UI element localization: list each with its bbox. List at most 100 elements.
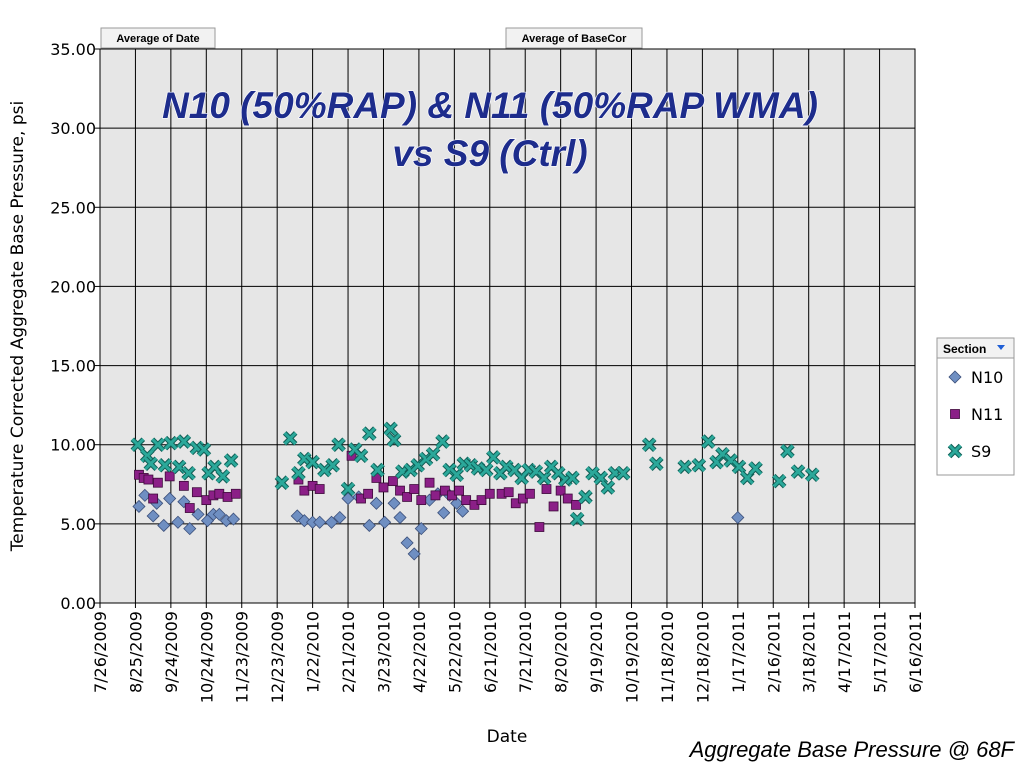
s9-point (641, 437, 657, 452)
s9-point (215, 469, 231, 484)
n10-point (146, 509, 160, 523)
n11-point (395, 485, 405, 496)
s9-point (600, 480, 616, 495)
s9-point (536, 470, 552, 486)
x-tick-label: 6/16/2011 (906, 611, 925, 693)
n10-point (387, 496, 401, 510)
s9-point (223, 453, 239, 468)
x-tick-label: 4/17/2011 (835, 611, 854, 693)
footer-caption: Aggregate Base Pressure @ 68F (688, 737, 1016, 762)
n10-point (378, 515, 392, 529)
x-tick-label: 2/16/2011 (764, 611, 783, 693)
x-tick-label: 3/18/2011 (800, 611, 819, 693)
s9-point (370, 462, 385, 478)
x-tick-label: 5/17/2011 (871, 611, 890, 693)
s9-point (425, 446, 441, 462)
s9-point (297, 451, 312, 467)
n10-point (212, 507, 226, 521)
average-of-date-button[interactable]: Average of Date (100, 27, 216, 49)
s9-legend-icon (947, 443, 963, 459)
n11-point (430, 490, 441, 501)
y-tick-label: 10.00 (50, 436, 96, 455)
s9-point (569, 511, 585, 527)
s9-point (731, 459, 747, 475)
y-axis-title: Temperature Corrected Aggregate Base Pre… (8, 101, 28, 552)
n11-point (555, 485, 566, 496)
average-of-basecor-button[interactable]: Average of BaseCor (505, 27, 643, 49)
s9-point (139, 448, 155, 464)
s9-point (790, 464, 806, 479)
x-tick-label: 12/23/2009 (268, 611, 287, 703)
s9-point (331, 437, 346, 452)
section-filter-button[interactable]: Section (936, 337, 1015, 359)
n11-point (363, 488, 374, 499)
n10-point (138, 488, 152, 502)
x-tick-label: 11/18/2010 (658, 611, 677, 703)
y-tick-label: 5.00 (60, 515, 96, 534)
x-tick-label: 12/18/2010 (693, 611, 712, 703)
n10-point (171, 515, 185, 529)
s9-point (325, 458, 340, 473)
n10-point (333, 510, 347, 525)
plot-border (99, 48, 916, 604)
s9-point (196, 442, 212, 457)
data-points (130, 421, 820, 561)
s9-point (701, 434, 716, 449)
overlay-title-line1: N10 (50%RAP) & N11 (50%RAP WMA) (162, 85, 818, 126)
x-tick-label: 11/23/2009 (233, 611, 252, 703)
s9-point (435, 434, 450, 449)
n11-point (378, 482, 389, 493)
n10-point (324, 515, 339, 529)
n11-point (143, 474, 154, 485)
n10-point (450, 496, 464, 510)
n10-point (157, 518, 171, 533)
n10-point (163, 491, 177, 506)
y-tick-label: 20.00 (50, 277, 96, 296)
legend-title: Section (943, 342, 986, 356)
y-tick-label: 35.00 (50, 40, 96, 59)
n11-point (541, 484, 552, 494)
n10-point (369, 496, 383, 510)
s9-point (386, 432, 402, 448)
x-tick-label: 1/22/2010 (304, 611, 323, 693)
x-tick-label: 7/26/2009 (91, 611, 110, 693)
legend-item-s9: S9 (947, 442, 991, 461)
n10-point (183, 522, 197, 536)
n10-point (226, 512, 241, 526)
s9-point (499, 459, 514, 475)
n10-point (297, 514, 311, 528)
x-tick-label: 5/22/2010 (445, 611, 464, 693)
x-axis-title: Date (487, 727, 528, 747)
s9-point (565, 470, 580, 486)
y-tick-label: 15.00 (50, 357, 96, 376)
x-tick-label: 7/21/2010 (516, 611, 535, 693)
n11-point (548, 501, 559, 512)
n11-point (454, 485, 464, 496)
n11-point (484, 488, 495, 499)
n10-point (400, 536, 414, 550)
x-tick-label: 9/19/2010 (587, 611, 606, 693)
n11-point (152, 477, 163, 488)
x-tick-label: 3/23/2010 (374, 611, 393, 693)
n10-point (290, 509, 304, 523)
n11-point (184, 503, 195, 513)
s9-point (176, 434, 192, 449)
n10-point (393, 510, 407, 525)
n11-point (191, 487, 202, 498)
y-axis-ticks: 0.00 5.00 10.00 15.00 20.00 25.00 30.00 35.00 (50, 40, 100, 613)
s9-point (649, 456, 664, 471)
s9-point (615, 465, 631, 481)
s9-point (578, 489, 593, 505)
n11-point (409, 484, 420, 494)
n11-point (299, 485, 310, 496)
n11-point (571, 499, 581, 510)
s9-point (780, 443, 795, 459)
x-tick-label: 10/24/2009 (197, 611, 216, 703)
n11-point (461, 495, 472, 506)
x-tick-label: 10/19/2010 (623, 611, 642, 703)
x-axis-ticks: 7/26/2009 8/25/2009 9/24/2009 10/24/2009 11/… (91, 603, 925, 703)
n11-legend-icon (950, 409, 960, 419)
n11-point (314, 484, 325, 494)
s9-point (305, 454, 320, 470)
